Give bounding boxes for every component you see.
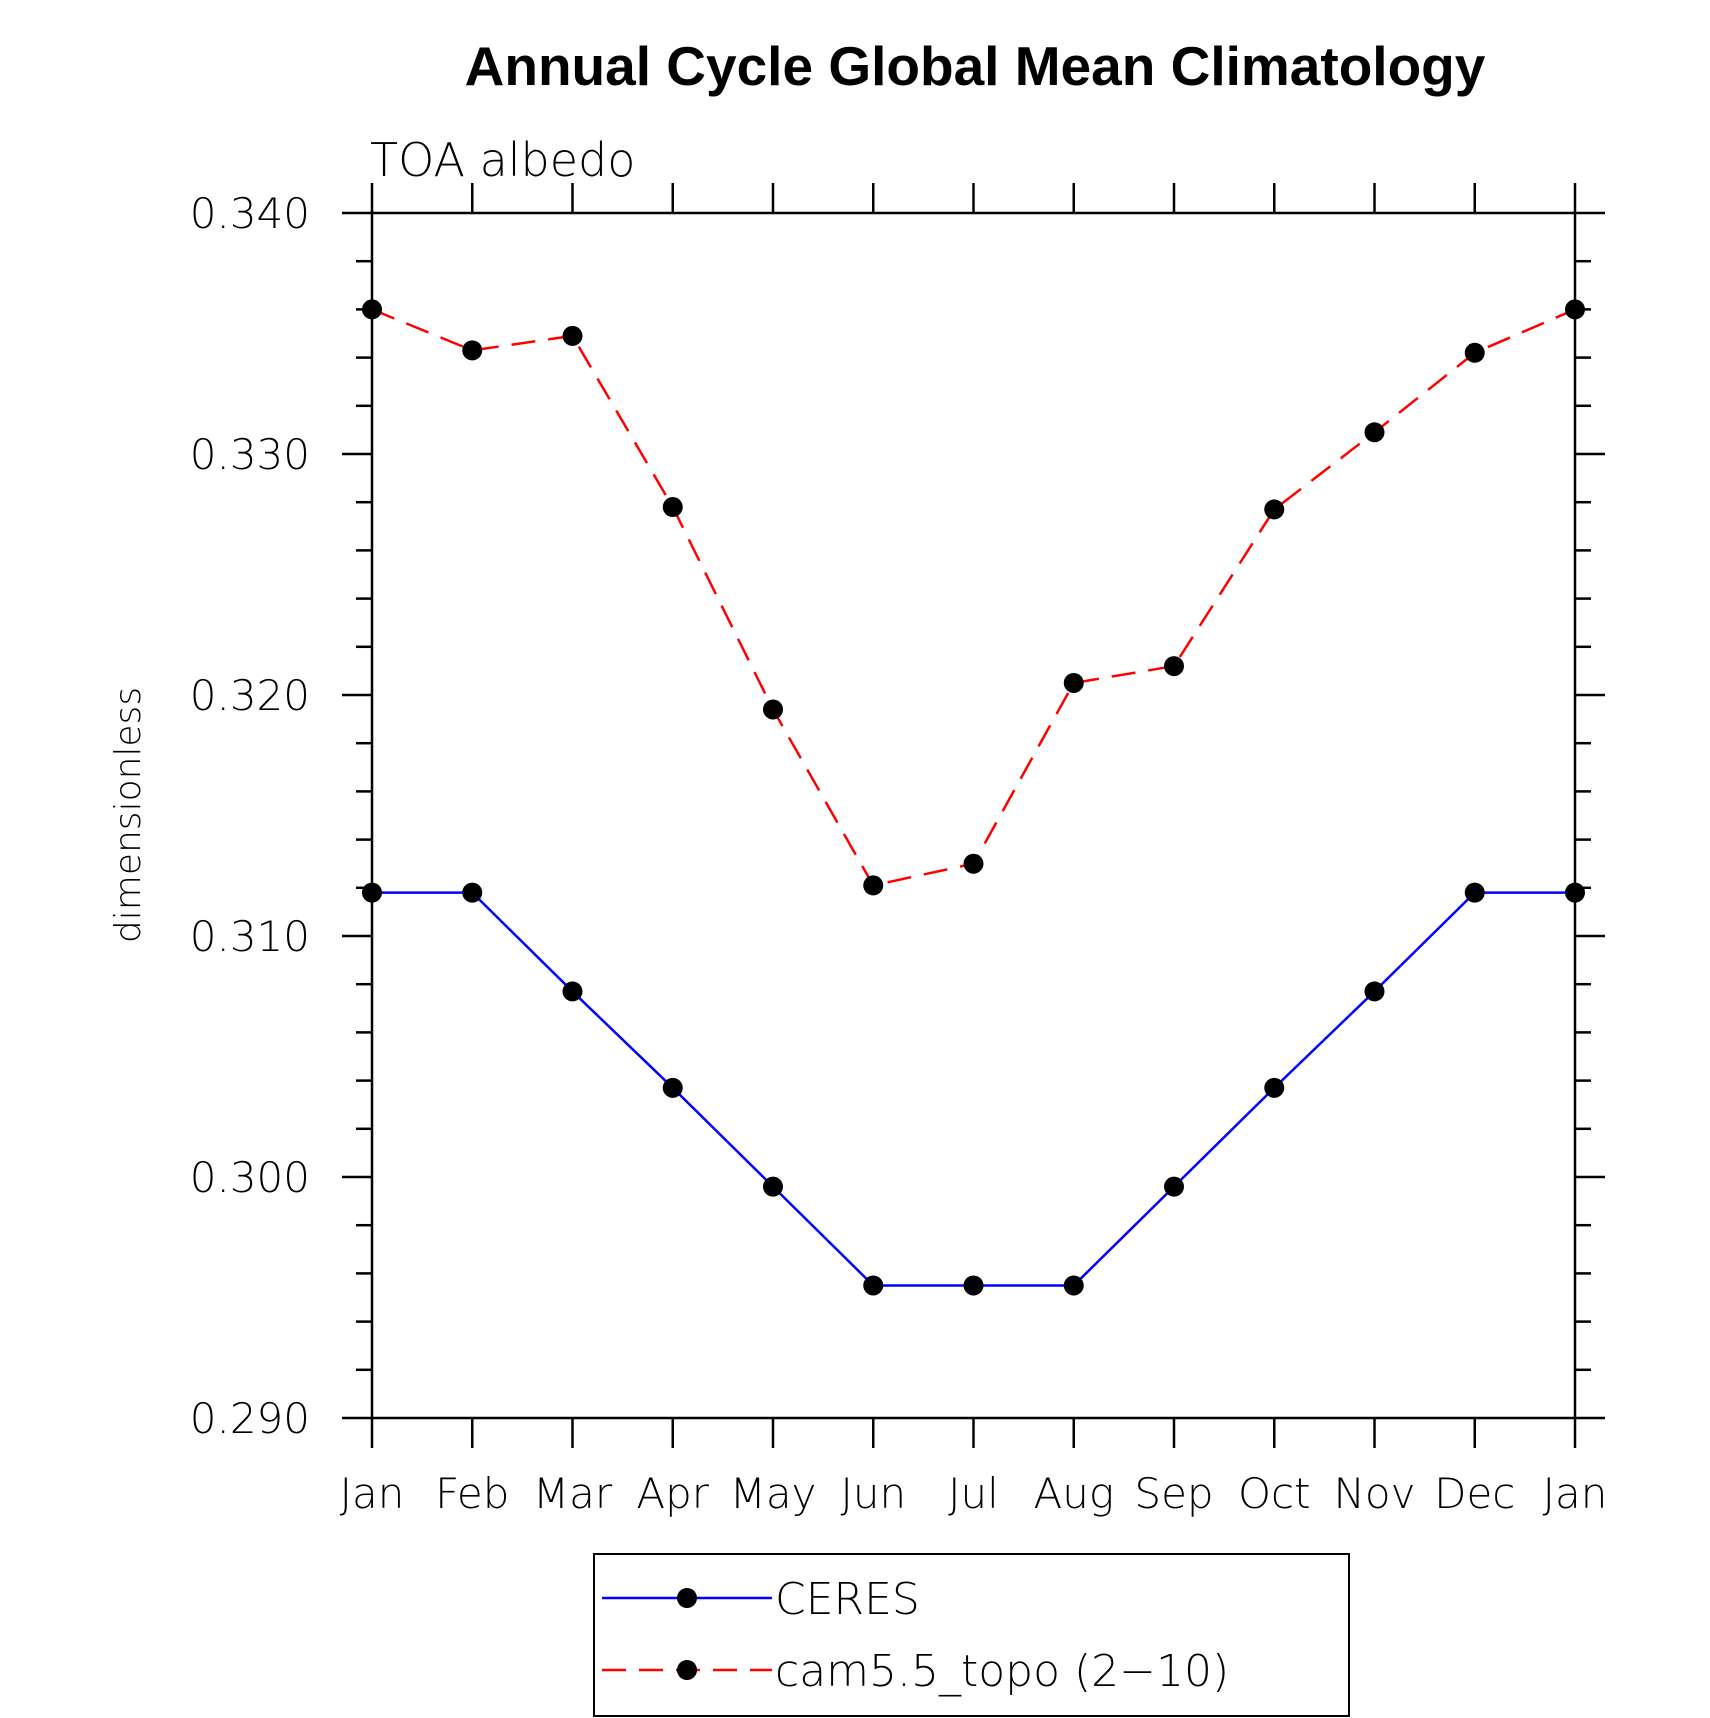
y-tick-label: 0.330 <box>190 430 310 479</box>
data-point <box>1565 299 1585 320</box>
x-tick-label: Dec <box>1434 1469 1515 1518</box>
legend-label: cam5.5_topo (2−10) <box>775 1646 1229 1697</box>
x-tick-label: Sep <box>1134 1469 1213 1518</box>
legend-marker <box>677 1588 697 1608</box>
y-tick-label: 0.290 <box>190 1394 310 1443</box>
legend-marker <box>677 1660 697 1680</box>
x-tick-label: Jun <box>840 1469 906 1518</box>
data-point <box>1364 981 1385 1002</box>
data-point <box>662 497 683 518</box>
data-point <box>763 1176 783 1197</box>
series-line <box>372 891 1575 1287</box>
data-point <box>1063 1275 1084 1296</box>
y-tick-label: 0.340 <box>190 189 310 238</box>
data-point <box>662 1077 683 1098</box>
data-point <box>562 981 583 1002</box>
y-tick-label: 0.300 <box>190 1153 310 1202</box>
data-point <box>1164 656 1184 677</box>
data-point <box>1264 499 1285 520</box>
data-point <box>963 853 984 874</box>
data-point <box>462 882 483 903</box>
data-point <box>1464 882 1485 903</box>
y-tick-label: 0.310 <box>190 912 310 961</box>
series-points <box>362 299 1585 1296</box>
series-lines <box>371 308 1576 1287</box>
x-tick-label: May <box>730 1469 817 1518</box>
x-tick-label: Jul <box>948 1469 999 1518</box>
data-point <box>1264 1077 1285 1098</box>
chart-title: Annual Cycle Global Mean Climatology <box>465 35 1486 97</box>
data-point <box>1364 422 1385 443</box>
y-axis-label: dimensionless <box>108 687 149 943</box>
x-tick-label: Aug <box>1033 1469 1114 1518</box>
data-point <box>1464 342 1485 363</box>
x-tick-label: Mar <box>533 1469 613 1518</box>
data-point <box>963 1275 984 1296</box>
x-tick-labels: Jan Feb Mar Apr May Jun Jul Aug Sep Oct Nov Dec Jan <box>340 1469 1608 1518</box>
data-point <box>1063 672 1084 693</box>
data-point <box>1164 1176 1184 1197</box>
data-point <box>1565 882 1585 903</box>
x-tick-label: Jan <box>340 1469 405 1518</box>
x-tick-label: Jan <box>1543 1469 1608 1518</box>
x-tick-label: Nov <box>1334 1469 1416 1518</box>
x-tick-label: Feb <box>435 1469 509 1518</box>
x-tick-label: Oct <box>1238 1469 1311 1518</box>
legend-label: CERES <box>775 1574 920 1625</box>
data-point <box>763 699 783 720</box>
data-point <box>863 875 884 896</box>
y-tick-labels: 0.340 0.330 0.320 0.310 0.300 0.290 <box>190 189 310 1443</box>
data-point <box>863 1275 884 1296</box>
tick-marks <box>342 183 1605 1448</box>
legend: CERES cam5.5_topo (2−10) <box>593 1553 1350 1717</box>
data-point <box>562 325 583 346</box>
chart-subtitle: TOA albedo <box>370 133 635 187</box>
data-point <box>462 340 483 361</box>
axes <box>370 211 1577 1420</box>
series-line <box>371 308 1576 887</box>
data-point <box>362 299 382 320</box>
y-tick-label: 0.320 <box>190 671 310 720</box>
data-point <box>362 882 382 903</box>
legend-box <box>593 1553 1350 1717</box>
plot-frame <box>370 211 1577 1420</box>
x-tick-label: Apr <box>636 1469 709 1518</box>
